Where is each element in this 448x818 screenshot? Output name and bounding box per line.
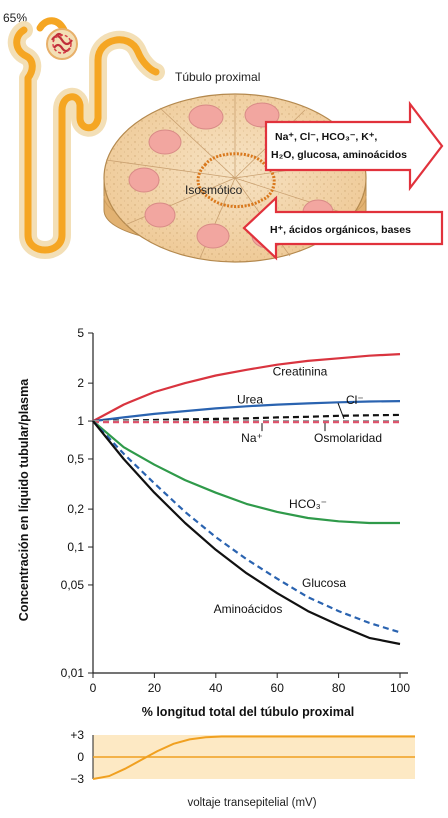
series-label: Glucosa [302, 576, 346, 590]
tubule-title: Túbulo proximal [175, 70, 260, 84]
y-tick-label: 0,1 [67, 540, 84, 554]
concentration-chart: 5 2 1 0,5 0,2 0,1 0,05 0,01 0 20 40 60 80 100 Creati… [17, 326, 410, 719]
y-tick-label: 0,05 [61, 578, 85, 592]
x-tick-label: 100 [390, 681, 410, 695]
x-tick-label: 80 [332, 681, 346, 695]
secretion-arrow: H⁺, ácidos orgánicos, bases [242, 195, 444, 261]
series-line-glucosa [92, 420, 401, 634]
series-line-aminocidos [92, 420, 401, 646]
series-label-group: Creatinina Urea Cl⁻ Osmolaridad Na⁺ HCO₃⁻ Gluc… [214, 364, 382, 615]
reabsorption-line1: Na⁺, Cl⁻, HCO₃⁻, K⁺, [275, 131, 377, 143]
series-group [92, 353, 401, 646]
x-axis-label: % longitud total del túbulo proximal [142, 705, 355, 719]
y-tick-label: 0,01 [61, 666, 85, 680]
voltage-tick-group: +3 0 −3 [70, 728, 84, 786]
x-tick-label: 20 [148, 681, 162, 695]
x-tick-label: 0 [90, 681, 97, 695]
y-tick-label: 1 [77, 414, 84, 428]
voltage-tick-label: −3 [70, 772, 84, 786]
series-line-urea [92, 400, 401, 423]
reabsorption-line2: H₂O, glucosa, aminoácidos [271, 149, 407, 161]
y-tick-label: 5 [77, 326, 84, 340]
y-tick-label: 0,5 [67, 452, 84, 466]
label-pointer [337, 402, 345, 420]
series-label: Na⁺ [241, 431, 263, 445]
voltage-line [92, 735, 415, 780]
series-label: Creatinina [273, 364, 328, 378]
tubule-cross-section: Túbulo proximal [103, 70, 444, 263]
x-tick-label: 60 [271, 681, 285, 695]
voltage-label: voltaje transepitelial (mV) [187, 797, 316, 809]
voltage-tick-label: 0 [77, 750, 84, 764]
nephron-illustration: 65% [3, 11, 165, 259]
series-label: Urea [237, 393, 263, 407]
x-tick-group: 0 20 40 60 80 100 [90, 673, 410, 695]
x-tick-label: 40 [209, 681, 223, 695]
series-label: Osmolaridad [314, 431, 382, 445]
series-label: HCO₃⁻ [289, 497, 327, 511]
voltage-tick-label: +3 [70, 728, 84, 742]
isosmotic-label: Isosmótico [185, 183, 243, 197]
series-line-hco [92, 420, 400, 525]
y-tick-label: 2 [77, 376, 84, 390]
secretion-label: H⁺, ácidos orgánicos, bases [270, 224, 411, 236]
y-axis-label: Concentración en líquido tubular/plasma [17, 378, 31, 621]
series-line-creatinina [92, 353, 401, 423]
voltage-chart: +3 0 −3 voltaje transepitelial (mV) [70, 728, 415, 809]
y-tick-group: 5 2 1 0,5 0,2 0,1 0,05 0,01 [61, 326, 93, 680]
series-label: Cl⁻ [346, 393, 364, 407]
reabsorption-arrow: Na⁺, Cl⁻, HCO₃⁻, K⁺, H₂O, glucosa, amino… [264, 100, 444, 192]
series-label: Aminoácidos [214, 602, 283, 616]
y-tick-label: 0,2 [67, 502, 84, 516]
